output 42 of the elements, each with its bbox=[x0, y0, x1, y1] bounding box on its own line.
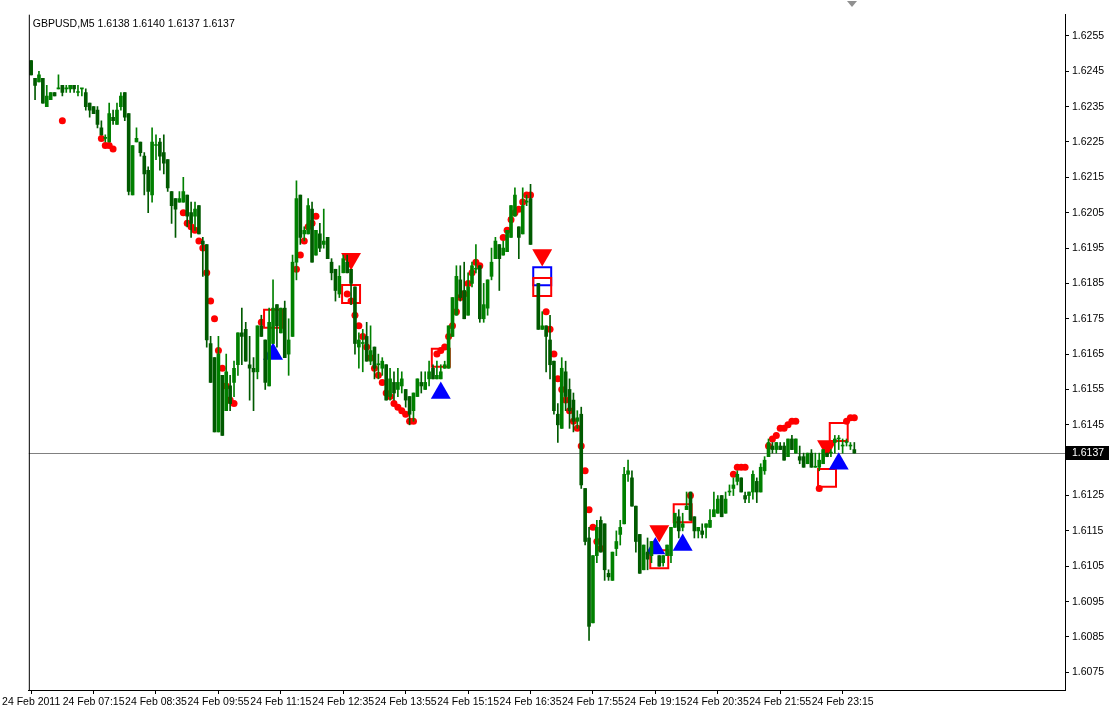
y-tick-label: 1.6185 bbox=[1072, 276, 1105, 289]
x-tick-label: 24 Feb 07:15 bbox=[62, 695, 125, 708]
y-tick-label: 1.6235 bbox=[1072, 99, 1105, 112]
x-tick-label: 24 Feb 16:35 bbox=[499, 695, 562, 708]
candlestick bbox=[76, 85, 80, 97]
y-tick-label: 1.6125 bbox=[1072, 488, 1105, 501]
chart-title: GBPUSD,M5 1.6138 1.6140 1.6137 1.6137 bbox=[32, 16, 235, 29]
x-tick-label: 24 Feb 12:35 bbox=[312, 695, 375, 708]
x-tick-label: 24 Feb 19:15 bbox=[624, 695, 687, 708]
x-tick-label: 24 Feb 15:15 bbox=[437, 695, 500, 708]
x-tick-label: 24 Feb 08:35 bbox=[125, 695, 188, 708]
candlestick bbox=[435, 360, 439, 380]
x-tick-label: 24 Feb 2011 bbox=[2, 695, 61, 708]
y-tick-label: 1.6205 bbox=[1072, 205, 1105, 218]
y-tick-label: 1.6085 bbox=[1072, 629, 1105, 642]
y-tick-label: 1.6075 bbox=[1072, 665, 1105, 678]
y-tick-label: 1.6105 bbox=[1072, 559, 1105, 572]
y-tick-label: 1.6175 bbox=[1072, 311, 1105, 324]
candlestick bbox=[357, 332, 361, 369]
x-tick-label: 24 Feb 23:15 bbox=[811, 695, 874, 708]
y-tick-label: 1.6225 bbox=[1072, 134, 1105, 147]
y-tick-label: 1.6245 bbox=[1072, 64, 1105, 77]
y-tick-label: 1.6095 bbox=[1072, 594, 1105, 607]
candlestick bbox=[540, 311, 545, 330]
x-tick-label: 24 Feb 11:15 bbox=[250, 695, 312, 708]
candlestick bbox=[240, 307, 244, 366]
x-tick-label: 24 Feb 20:35 bbox=[686, 695, 749, 708]
x-tick-label: 24 Feb 13:55 bbox=[374, 695, 437, 708]
y-tick-label: 1.6115 bbox=[1072, 523, 1104, 536]
y-tick-label: 1.6145 bbox=[1072, 417, 1105, 430]
y-tick-label: 1.6155 bbox=[1072, 382, 1105, 395]
x-tick-label: 24 Feb 09:55 bbox=[187, 695, 250, 708]
ref-line-label: 1.6137 bbox=[1072, 446, 1105, 459]
x-tick-label: 24 Feb 17:55 bbox=[562, 695, 625, 708]
y-tick-label: 1.6255 bbox=[1072, 28, 1105, 41]
y-tick-label: 1.6195 bbox=[1072, 240, 1105, 253]
y-tick-label: 1.6165 bbox=[1072, 347, 1105, 360]
x-tick-label: 24 Feb 21:55 bbox=[749, 695, 812, 708]
y-tick-label: 1.6215 bbox=[1072, 170, 1105, 183]
candlestick bbox=[832, 435, 837, 454]
candlestick bbox=[321, 208, 326, 249]
candlestick bbox=[813, 452, 818, 468]
